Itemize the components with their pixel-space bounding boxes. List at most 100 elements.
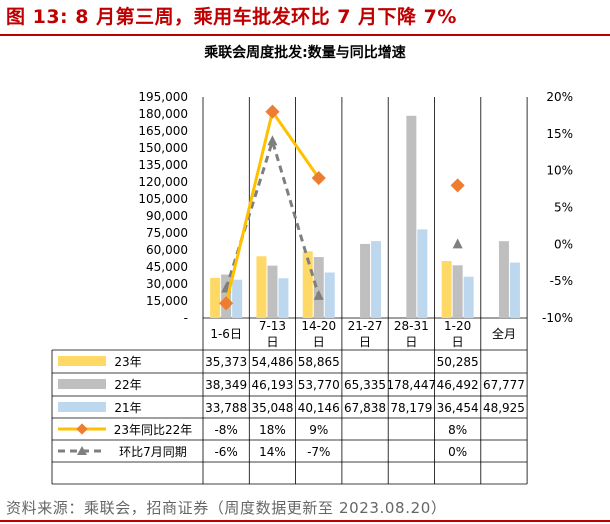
y-right-tick-label: 10% <box>546 164 573 178</box>
bar-23 <box>302 251 313 318</box>
table-cell-value: 35,048 <box>251 401 293 415</box>
category-label: 28-31 <box>394 319 429 333</box>
title-divider <box>0 34 610 36</box>
series-name: 23年同比22年 <box>114 423 193 437</box>
bar-21 <box>232 279 243 318</box>
table-cell-value: 0% <box>448 445 467 459</box>
y-left-tick-label: 30,000 <box>146 277 188 291</box>
category-label: 14-20 <box>301 319 336 333</box>
table-cell-value: 9% <box>309 423 328 437</box>
bar-22 <box>498 241 509 318</box>
category-label: 日 <box>359 335 371 349</box>
table-cell-value: 50,285 <box>437 355 479 369</box>
bar-23 <box>441 261 452 318</box>
table-cell-value: 35,373 <box>205 355 247 369</box>
y-left-tick-label: 15,000 <box>146 294 188 308</box>
yoy-point <box>219 296 234 311</box>
yoy-point <box>450 178 465 193</box>
bar-21 <box>509 262 520 318</box>
legend-key-mom-marker <box>77 446 87 455</box>
table-cell-value: 38,349 <box>205 378 247 392</box>
y-left-tick-label: 45,000 <box>146 260 188 274</box>
yoy-point <box>311 170 326 186</box>
table-cell-value: 36,454 <box>437 401 479 415</box>
y-left-tick-label: 75,000 <box>146 226 188 240</box>
series-name: 22年 <box>114 378 141 392</box>
y-left-tick-label: 105,000 <box>138 192 188 206</box>
bar-22 <box>452 265 463 318</box>
category-label: 日 <box>452 335 464 349</box>
yoy-point <box>265 104 280 119</box>
bars <box>210 115 520 318</box>
y-left-tick-label: 165,000 <box>138 124 188 138</box>
y-left-tick-label: 195,000 <box>138 90 188 104</box>
y-left-tick-label: 150,000 <box>138 141 188 155</box>
series-name: 21年 <box>114 401 141 415</box>
series-name: 环比7月同期 <box>119 445 187 459</box>
category-label: 21-27 <box>348 319 383 333</box>
y-right-tick-label: 0% <box>554 237 573 251</box>
y-left-tick-label: - <box>184 311 188 325</box>
bar-23 <box>256 256 267 318</box>
y-left-tick-label: 90,000 <box>146 209 188 223</box>
table-cell-value: 14% <box>259 445 286 459</box>
mom-point <box>267 135 278 146</box>
table-cell-value: -7% <box>307 445 330 459</box>
category-label: 日 <box>266 335 278 349</box>
bar-21 <box>417 229 428 318</box>
lines <box>219 104 465 311</box>
table-cell-value: 54,486 <box>251 355 293 369</box>
category-label: 7-13 <box>259 319 286 333</box>
y-right-tick-label: -10% <box>542 311 573 325</box>
bar-21 <box>324 272 335 318</box>
table-cell-value: 46,193 <box>251 378 293 392</box>
y-right-tick-label: -5% <box>550 274 573 288</box>
category-label: 全月 <box>492 326 516 341</box>
bar-21 <box>278 278 289 318</box>
y-right-tick-label: 20% <box>546 90 573 104</box>
table-cell-value: 58,865 <box>298 355 340 369</box>
axes: - 15,000 30,000 45,000 60,000 75,000 90,000 105… <box>138 90 573 325</box>
series-name: 23年 <box>114 355 141 369</box>
table-cell-value: 40,146 <box>298 401 340 415</box>
y-left-tick-label: 120,000 <box>138 175 188 189</box>
y-left-tick-label: 60,000 <box>146 243 188 257</box>
table-cell-value: 8% <box>448 423 467 437</box>
bar-21 <box>463 276 474 318</box>
y-left-tick-label: 180,000 <box>138 107 188 121</box>
bar-22 <box>313 257 324 318</box>
bar-23 <box>210 277 221 318</box>
bar-22 <box>360 243 371 318</box>
mom-point <box>452 238 463 249</box>
category-label: 1-6日 <box>210 327 242 341</box>
bottom-divider <box>0 520 610 522</box>
chart-title: 乘联会周度批发:数量与同比增速 <box>204 45 406 61</box>
table-cell-value: 65,335 <box>344 378 386 392</box>
y-right-tick-label: 15% <box>546 127 573 141</box>
bar-22 <box>406 115 417 318</box>
category-label: 日 <box>313 335 325 349</box>
table-cell-value: 33,788 <box>205 401 247 415</box>
legend-key-1 <box>58 379 106 389</box>
legend-key-yoy-marker <box>76 423 88 435</box>
category-label: 1-20 <box>444 319 471 333</box>
table-cell-value: 46,492 <box>437 378 479 392</box>
data-table: 1-6日 7-13 日 14-20 日 21-27 日 28-31 日 1-20 日 全月 23年 35,… <box>51 319 528 485</box>
bar-21 <box>371 241 382 318</box>
legend-key-0 <box>58 356 106 366</box>
table-cell-value: 67,838 <box>344 401 386 415</box>
source-note: 资料来源：乘联会，招商证券（周度数据更新至 2023.08.20） <box>6 499 447 517</box>
y-right-tick-label: 5% <box>554 201 573 215</box>
legend-key-2 <box>58 402 106 412</box>
mom-point <box>313 289 324 300</box>
table-cell-value: 53,770 <box>298 378 340 392</box>
bar-22 <box>267 265 278 318</box>
figure-title: 图 13: 8 月第三周，乘用车批发环比 7 月下降 7% <box>6 6 457 28</box>
table-cell-value: 178,447 <box>387 378 437 392</box>
y-left-tick-label: 135,000 <box>138 158 188 172</box>
table-cell-value: 18% <box>259 423 286 437</box>
table-cell-value: -8% <box>214 423 237 437</box>
table-cell-value: 48,925 <box>483 401 525 415</box>
table-cell-value: -6% <box>214 445 237 459</box>
